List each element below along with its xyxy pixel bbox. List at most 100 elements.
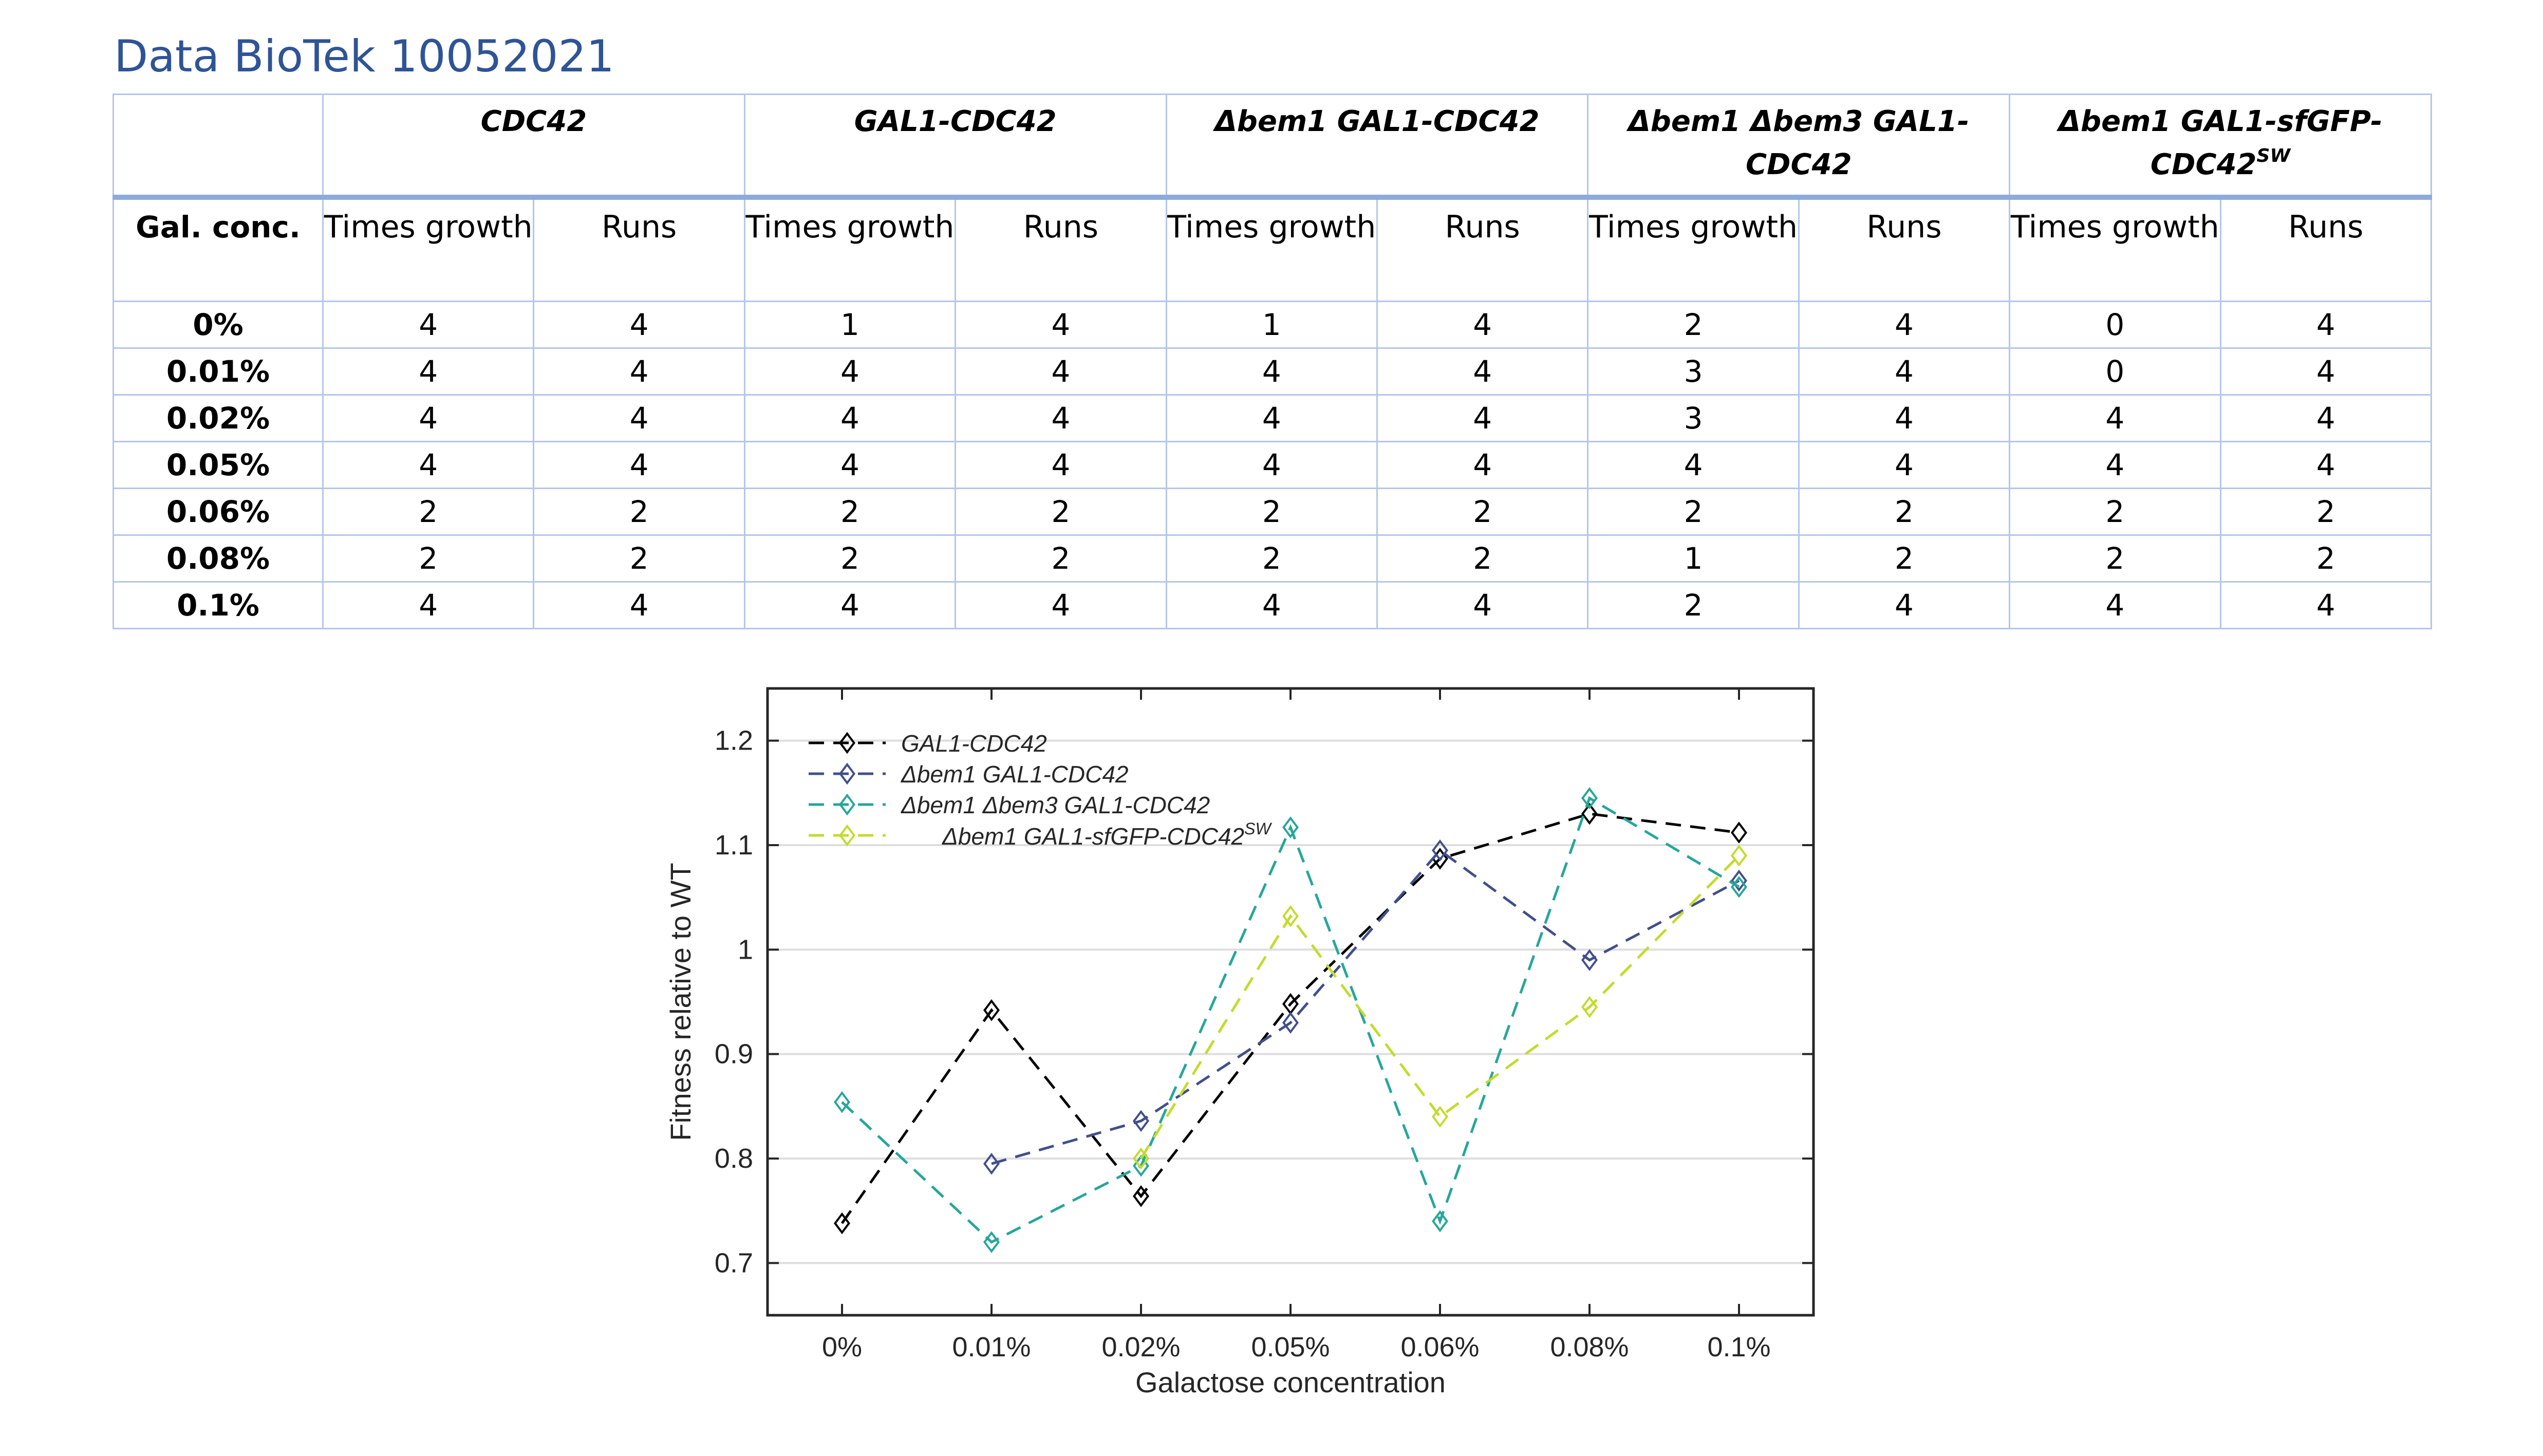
- table-row: 0.05% 4 4 4 4 4 4 4 4 4 4: [113, 441, 2432, 489]
- data-point: [1132, 1185, 1150, 1207]
- runs-cell: 4: [2219, 394, 2432, 442]
- runs-cell: 2: [955, 488, 1167, 536]
- times-growth-cell: 4: [322, 347, 535, 396]
- table-row: 0.1% 4 4 4 4 4 4 2 4 4 4: [113, 581, 2432, 629]
- runs-cell: 4: [1376, 441, 1589, 489]
- times-growth-cell: 2: [2009, 488, 2221, 536]
- data-point: [1731, 845, 1747, 867]
- runs-cell: 2: [1376, 488, 1589, 536]
- data-point: [1581, 802, 1598, 825]
- runs-cell: 4: [533, 301, 745, 349]
- times-growth-cell: 2: [1587, 488, 1800, 536]
- times-growth-cell: 4: [743, 347, 957, 396]
- series-line: [991, 848, 1740, 1165]
- data-point: [983, 999, 1000, 1021]
- legend-label-text: Δbem1 GAL1-sfGFP-CDC42: [942, 823, 1244, 850]
- times-growth-cell: 1: [1587, 534, 1800, 583]
- runs-cell: 4: [1376, 581, 1589, 629]
- x-tick-label: 0.08%: [1550, 1332, 1629, 1362]
- legend-label: Δbem1 Δbem3 GAL1-CDC42: [901, 792, 1210, 818]
- times-growth-cell: 2: [1587, 581, 1800, 629]
- legend-marker: [839, 732, 855, 754]
- document-title: Data BioTek 10052021: [114, 31, 614, 82]
- times-growth-cell: 4: [322, 441, 535, 489]
- legend-label-text: Δbem1 GAL1-CDC42: [901, 761, 1128, 788]
- runs-cell: 2: [955, 534, 1167, 583]
- y-tick-label: 0.7: [715, 1247, 753, 1278]
- runs-cell: 4: [533, 394, 745, 442]
- table-row: 0.06% 2 2 2 2 2 2 2 2 2 2: [113, 488, 2432, 536]
- runs-header: Runs: [2219, 196, 2432, 302]
- table-row: 0% 4 4 1 4 1 4 2 4 0 4: [113, 301, 2432, 349]
- runs-cell: 4: [1798, 301, 2011, 349]
- y-tick-label: 0.9: [715, 1039, 753, 1070]
- strain-header: CDC42: [322, 94, 745, 198]
- times-growth-cell: 4: [2009, 394, 2221, 442]
- runs-cell: 2: [1798, 488, 2011, 536]
- times-growth-cell: 2: [1165, 534, 1378, 583]
- legend-label-text: GAL1-CDC42: [901, 730, 1047, 757]
- times-growth-cell: 3: [1587, 347, 1800, 396]
- times-growth-cell: 4: [743, 441, 957, 489]
- runs-header: Runs: [955, 196, 1167, 302]
- runs-cell: 4: [1376, 394, 1589, 442]
- y-tick-label: 1.1: [715, 830, 753, 861]
- concentration-cell: 0.02%: [113, 394, 324, 442]
- x-tick-label: 0.02%: [1101, 1332, 1180, 1362]
- runs-cell: 4: [2219, 441, 2432, 489]
- times-growth-cell: 0: [2009, 301, 2221, 349]
- data-point: [1581, 949, 1598, 972]
- times-growth-cell: 4: [1587, 441, 1800, 489]
- runs-cell: 4: [1798, 581, 2011, 629]
- strain-header: GAL1-CDC42: [743, 94, 1167, 198]
- x-tick-label: 0.06%: [1400, 1332, 1479, 1362]
- times-growth-cell: 0: [2009, 347, 2221, 396]
- data-point: [1581, 996, 1598, 1018]
- corner-cell: [113, 94, 324, 198]
- series-line: [840, 812, 1740, 1224]
- times-growth-cell: 2: [2009, 534, 2221, 583]
- legend-marker: [839, 793, 855, 816]
- runs-cell: 4: [955, 581, 1167, 629]
- legend-marker: [839, 762, 855, 785]
- plot-frame: [766, 687, 1815, 1317]
- runs-cell: 2: [2219, 534, 2432, 583]
- times-growth-header: Times growth: [2009, 196, 2221, 302]
- y-tick-label: 0.8: [715, 1143, 753, 1174]
- series-line: [1139, 854, 1740, 1160]
- data-point: [1282, 905, 1299, 927]
- concentration-cell: 0.05%: [113, 441, 324, 489]
- times-growth-header: Times growth: [743, 196, 957, 302]
- times-growth-cell: 4: [322, 394, 535, 442]
- data-point: [1282, 816, 1299, 838]
- runs-header: Runs: [533, 196, 745, 302]
- data-point: [1432, 839, 1448, 862]
- concentration-cell: 0.08%: [113, 534, 324, 583]
- runs-cell: 4: [1798, 394, 2011, 442]
- data-point: [834, 1091, 850, 1113]
- times-growth-cell: 4: [1165, 347, 1378, 396]
- times-growth-cell: 1: [743, 301, 957, 349]
- runs-cell: 4: [1376, 347, 1589, 396]
- runs-cell: 4: [955, 347, 1167, 396]
- legend-label-superscript: SW: [1244, 819, 1272, 838]
- growth-table: CDC42 GAL1-CDC42 Δbem1 GAL1-CDC42 Δbem1 …: [113, 94, 2432, 629]
- table-row: 0.01% 4 4 4 4 4 4 3 4 0 4: [113, 347, 2432, 396]
- data-point: [1133, 1147, 1149, 1170]
- runs-cell: 4: [1376, 301, 1589, 349]
- x-tick-label: 0.05%: [1251, 1332, 1330, 1362]
- subheader-row: Gal. conc. Times growth Runs Times growt…: [113, 196, 2432, 302]
- runs-cell: 4: [533, 441, 745, 489]
- data-point: [983, 1231, 1000, 1253]
- data-point: [834, 1212, 850, 1235]
- times-growth-header: Times growth: [322, 196, 535, 302]
- legend-label: Δbem1 GAL1-sfGFP-CDC42SW: [942, 819, 1272, 850]
- data-point: [983, 1152, 1000, 1175]
- runs-cell: 2: [1798, 534, 2011, 583]
- data-point: [1731, 869, 1747, 892]
- data-point: [1133, 1110, 1149, 1132]
- times-growth-cell: 4: [322, 301, 535, 349]
- runs-cell: 4: [955, 441, 1167, 489]
- times-growth-cell: 4: [743, 394, 957, 442]
- runs-cell: 2: [2219, 488, 2432, 536]
